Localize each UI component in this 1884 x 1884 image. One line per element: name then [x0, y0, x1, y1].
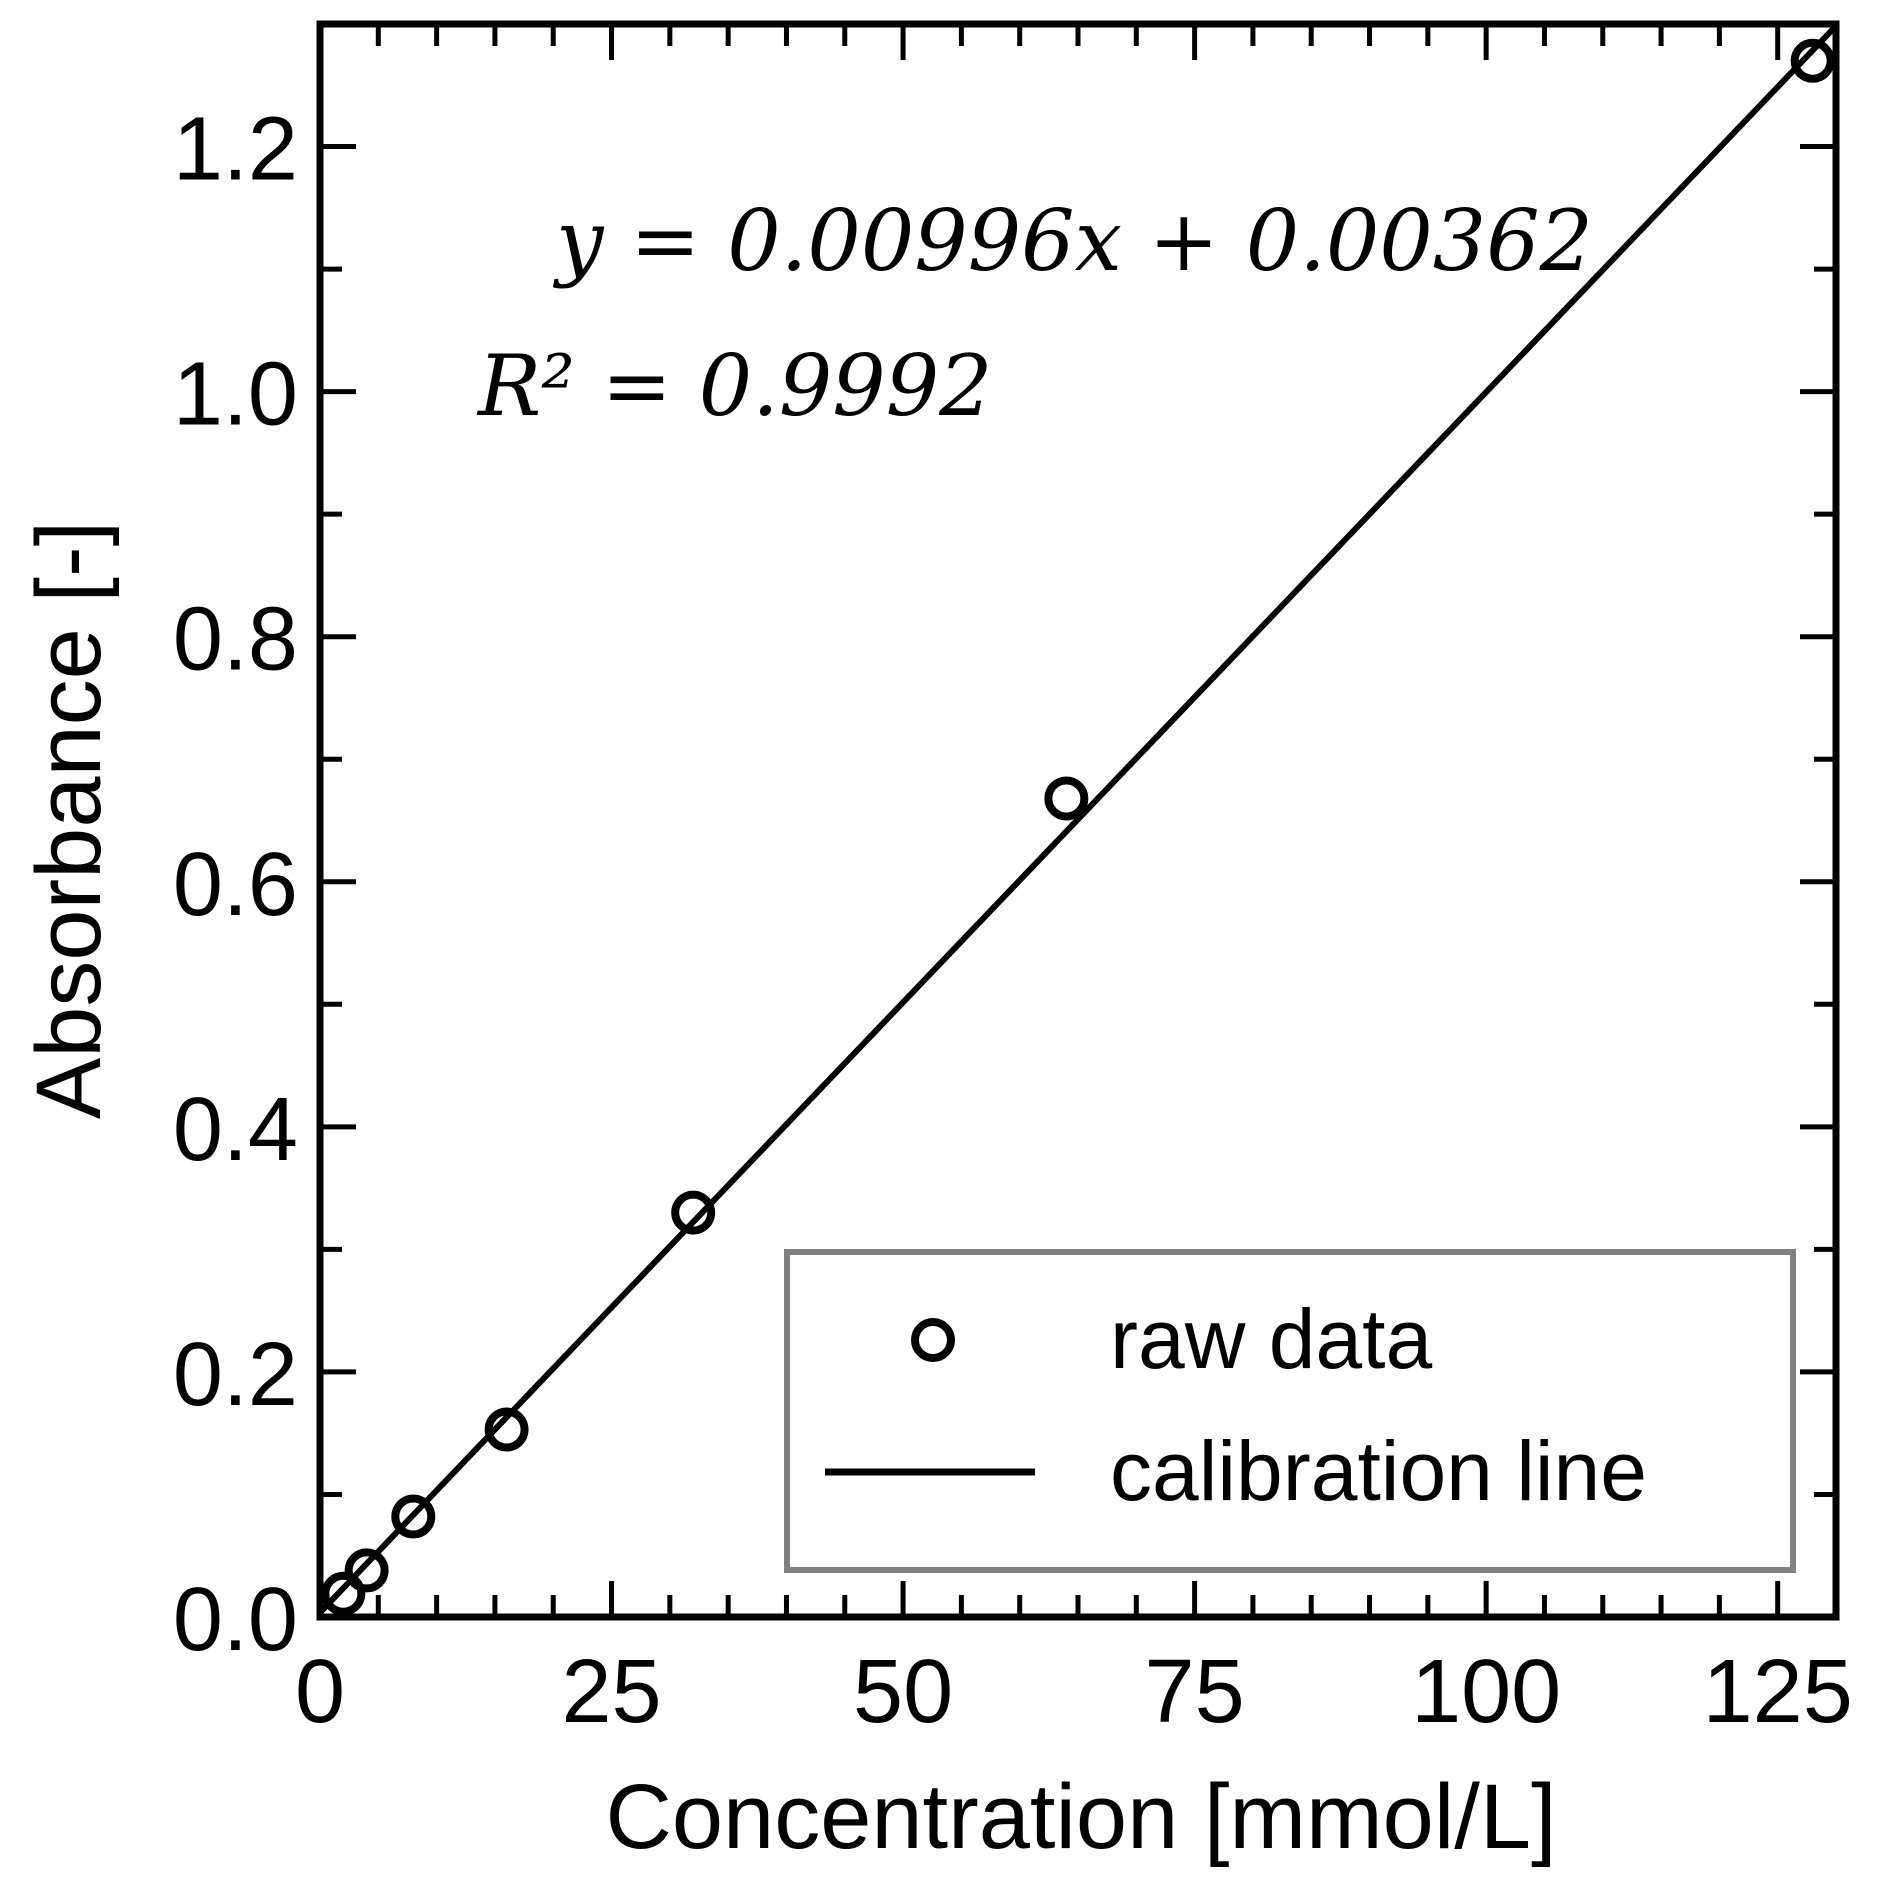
data-point [1044, 776, 1089, 821]
equation-annotation: y = 0.00996x + 0.00362 [552, 192, 1593, 290]
x-tick-label: 50 [853, 1642, 953, 1742]
y-tick-label: 0.8 [173, 590, 298, 690]
ticks: 0 25 50 75 100 125 0.0 0.2 0.4 0.6 0.8 1.0 1.2 [173, 21, 1853, 1742]
data-point [321, 1571, 366, 1616]
data-point [344, 1548, 389, 1593]
plot-frame [316, 20, 1840, 1621]
legend: raw data calibration line [784, 1249, 1796, 1573]
marks [317, 23, 1839, 1616]
y-axis-label: Absorbance [-] [18, 521, 120, 1119]
legend-label-calibration-line: calibration line [1110, 1424, 1647, 1518]
y-tick-label: 0.4 [173, 1080, 298, 1180]
y-tick-label: 0.6 [173, 835, 298, 935]
data-point [1790, 38, 1835, 83]
y-tick-label: 0.2 [173, 1325, 298, 1425]
legend-label-raw-data: raw data [1110, 1292, 1432, 1386]
data-point [484, 1407, 529, 1452]
legend-box [784, 1249, 1796, 1573]
x-tick-label: 75 [1145, 1642, 1245, 1742]
data-point [391, 1494, 436, 1539]
y-tick-label: 1.0 [173, 345, 298, 445]
calibration-line [317, 23, 1839, 1615]
data-point [671, 1190, 716, 1235]
legend-marker-raw-data [911, 1318, 955, 1362]
r-squared-annotation: R² = 0.9992 [476, 337, 993, 435]
x-tick-label: 0 [295, 1642, 345, 1742]
y-tick-label: 1.2 [173, 100, 298, 200]
x-tick-label: 100 [1411, 1642, 1561, 1742]
x-tick-label: 125 [1703, 1642, 1853, 1742]
x-tick-label: 25 [561, 1642, 661, 1742]
y-tick-label: 0.0 [173, 1570, 298, 1670]
x-axis-label: Concentration [mmol/L] [605, 1766, 1556, 1868]
